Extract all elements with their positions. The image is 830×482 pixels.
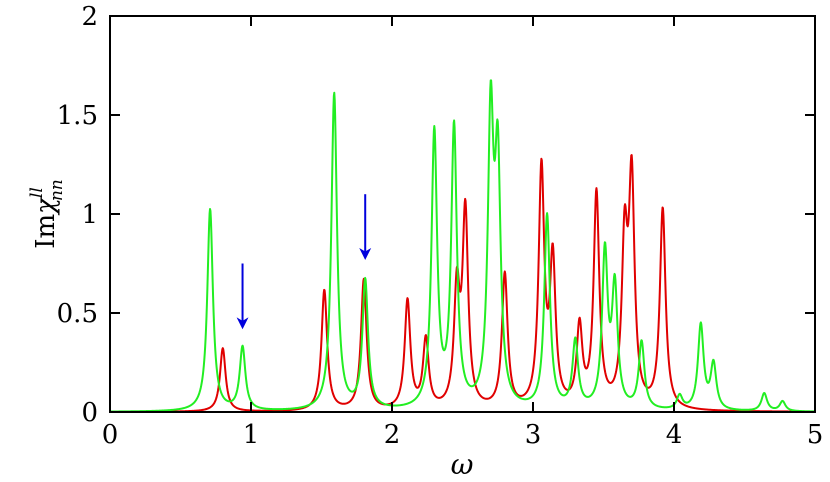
- y-axis-title: Imχllnn: [27, 179, 67, 248]
- y-axis-title-symbol: χ: [31, 196, 61, 216]
- y-axis-title-subscript: nn: [47, 179, 67, 201]
- x-tick-label: 1: [243, 420, 260, 450]
- x-tick-label: 4: [666, 420, 683, 450]
- y-axis-title-superscript: ll: [27, 187, 47, 198]
- x-tick-label: 3: [525, 420, 542, 450]
- x-tick-label: 5: [807, 420, 824, 450]
- y-tick-label: 1: [81, 200, 98, 230]
- series-layer: [110, 79, 815, 412]
- y-tick-label: 0.5: [57, 299, 98, 329]
- svg-text:Imχllnn: Imχllnn: [27, 179, 67, 248]
- axes: [109, 15, 816, 413]
- series-line-1: [110, 154, 815, 412]
- x-tick-label: 0: [102, 420, 119, 450]
- x-tick-label: 2: [384, 420, 401, 450]
- y-tick-label: 0: [81, 398, 98, 428]
- tick-labels: 0 1 2 3 4 5 0 0.5 1 1.5 2: [57, 2, 824, 450]
- y-axis-title-prefix: Im: [31, 214, 61, 249]
- annotation-layer: [236, 194, 372, 330]
- series-line-2: [110, 79, 815, 412]
- y-tick-label: 1.5: [57, 101, 98, 131]
- y-tick-label: 2: [81, 2, 98, 32]
- x-axis-title: ω: [451, 448, 474, 481]
